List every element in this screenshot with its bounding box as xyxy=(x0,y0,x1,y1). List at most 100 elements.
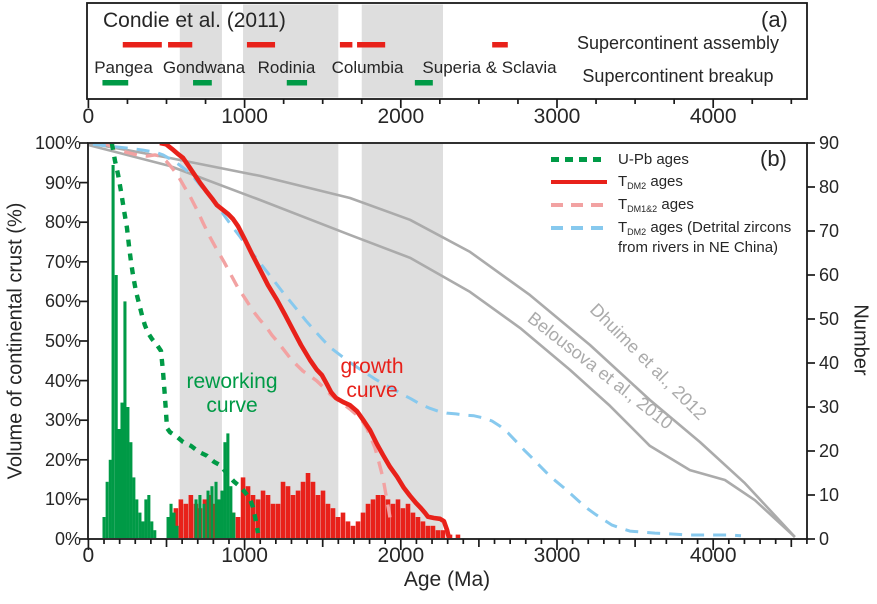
green-histogram-bar xyxy=(194,499,198,538)
red-histogram-bar xyxy=(290,495,296,538)
red-histogram-bar xyxy=(235,517,241,538)
y-left-tick-label: 100% xyxy=(34,133,81,153)
panel-a-tick-label: 3000 xyxy=(533,105,581,128)
x-axis-tick-label: 2000 xyxy=(377,544,425,567)
red-histogram-bar xyxy=(325,503,331,538)
y-right-tick-label: 60 xyxy=(819,265,840,285)
dhuime-curve xyxy=(89,144,796,538)
y-left-tick-label: 20% xyxy=(44,449,81,470)
y-left-tick-label: 60% xyxy=(44,291,81,312)
red-histogram-bar xyxy=(415,517,421,538)
red-histogram-bar xyxy=(300,481,306,538)
legend-row-tdm12: TDM1&2 ages xyxy=(551,196,791,214)
red-histogram-bar xyxy=(345,521,351,538)
green-histogram-bar xyxy=(141,521,145,538)
y-left-tick-label: 80% xyxy=(44,212,81,233)
y-left-tick-label: 0% xyxy=(54,529,81,549)
legend-label-tdm2: TDM2 ages xyxy=(618,173,683,191)
green-histogram-bar xyxy=(144,499,148,538)
red-histogram-bar xyxy=(390,503,396,538)
green-histogram-bar xyxy=(232,512,236,538)
panel-a-tick-label: 2000 xyxy=(377,105,425,128)
shaded-band-panel-b xyxy=(179,144,222,538)
red-histogram-bar xyxy=(275,503,281,538)
y-right-tick-label: 70 xyxy=(819,221,840,241)
red-histogram-bar xyxy=(315,495,321,538)
legend-row-tdm2-nechina: TDM2 ages (Detrital zircons xyxy=(551,219,792,237)
panel-a-frame xyxy=(86,2,808,100)
red-histogram-bar xyxy=(310,481,316,538)
red-histogram-bar xyxy=(280,481,286,538)
red-histogram-bar xyxy=(410,512,416,538)
panel-a-tick-label: 1000 xyxy=(221,105,268,128)
supercontinent-name: Pangea xyxy=(94,58,153,77)
green-histogram-bar xyxy=(206,490,210,538)
green-histogram-bar xyxy=(129,442,133,538)
green-histogram-bar xyxy=(172,512,176,538)
red-histogram-bar xyxy=(188,495,194,538)
red-histogram-bar xyxy=(455,534,461,538)
green-histogram-bar xyxy=(217,499,221,538)
tdm2-line-swatch xyxy=(551,179,607,185)
red-histogram-bar xyxy=(245,486,251,538)
upb-reworking-curve xyxy=(109,144,261,534)
green-histogram-bar xyxy=(169,503,173,538)
assembly-interval-bar xyxy=(357,42,386,48)
x-axis-tick-label: 0 xyxy=(82,544,95,567)
red-histogram-bar xyxy=(370,499,376,538)
red-histogram-bar xyxy=(400,508,406,538)
y-left-tick-label: 30% xyxy=(44,410,81,431)
tdm2-growth-curve xyxy=(159,144,452,538)
red-histogram-bar xyxy=(211,503,217,538)
green-histogram-bar xyxy=(210,486,214,538)
y-left-tick-label: 40% xyxy=(44,370,81,391)
y-left-tick-label: 70% xyxy=(44,251,81,272)
supercontinent-assembly-label: Supercontinent assembly xyxy=(576,33,780,53)
green-histogram-bar xyxy=(123,301,127,538)
legend-label-tdm2-nechina: TDM2 ages (Detrital zircons xyxy=(618,219,792,237)
breakup-interval-bar xyxy=(102,80,129,86)
red-histogram-bar xyxy=(305,473,311,538)
legend-row-tdm2: TDM2 ages xyxy=(551,173,791,191)
red-histogram-bar xyxy=(365,503,371,538)
panel-a-tag: (a) xyxy=(761,7,788,32)
red-histogram-bar xyxy=(183,503,189,538)
red-histogram-bar xyxy=(330,508,336,538)
red-histogram-bar xyxy=(420,521,426,538)
legend-label-upb: U-Pb ages xyxy=(618,150,689,168)
green-histogram-bar xyxy=(150,521,154,538)
red-histogram-bar xyxy=(335,517,341,538)
supercontinent-name: Columbia xyxy=(331,58,404,77)
green-histogram-bar xyxy=(214,481,218,538)
red-histogram-bar xyxy=(380,495,386,538)
red-histogram-bar xyxy=(255,499,261,538)
belousova-curve xyxy=(89,144,796,538)
assembly-interval-bar xyxy=(122,42,162,48)
green-histogram-bar xyxy=(111,165,115,538)
y-left-tick-label: 90% xyxy=(44,172,81,193)
green-histogram-bar xyxy=(132,477,136,538)
panel-a-tick-label: 0 xyxy=(82,105,95,128)
x-axis-tick-label: 3000 xyxy=(533,544,581,567)
red-histogram-bar xyxy=(260,490,266,538)
green-histogram-bar xyxy=(153,530,157,538)
supercontinent-breakup-label: Supercontinent breakup xyxy=(582,66,774,86)
breakup-interval-bar xyxy=(414,80,433,86)
shaded-band-panel-b xyxy=(361,144,443,538)
assembly-interval-bar xyxy=(246,42,276,48)
red-histogram-bar xyxy=(320,490,326,538)
y-right-tick-label: 40 xyxy=(819,353,840,373)
red-histogram-bar xyxy=(295,490,301,538)
supercontinent-name: Gondwana xyxy=(162,58,246,77)
x-axis-tick-label: 4000 xyxy=(689,544,737,567)
green-histogram-bar xyxy=(135,499,139,538)
red-histogram-bar xyxy=(173,508,179,538)
supercontinent-name: Superia & Sclavia xyxy=(422,58,557,77)
red-histogram-bar xyxy=(385,499,391,538)
red-histogram-bar xyxy=(207,495,213,538)
upb-line-swatch xyxy=(551,156,607,162)
green-histogram-bar xyxy=(226,433,230,538)
y-right-tick-label: 30 xyxy=(819,397,840,417)
